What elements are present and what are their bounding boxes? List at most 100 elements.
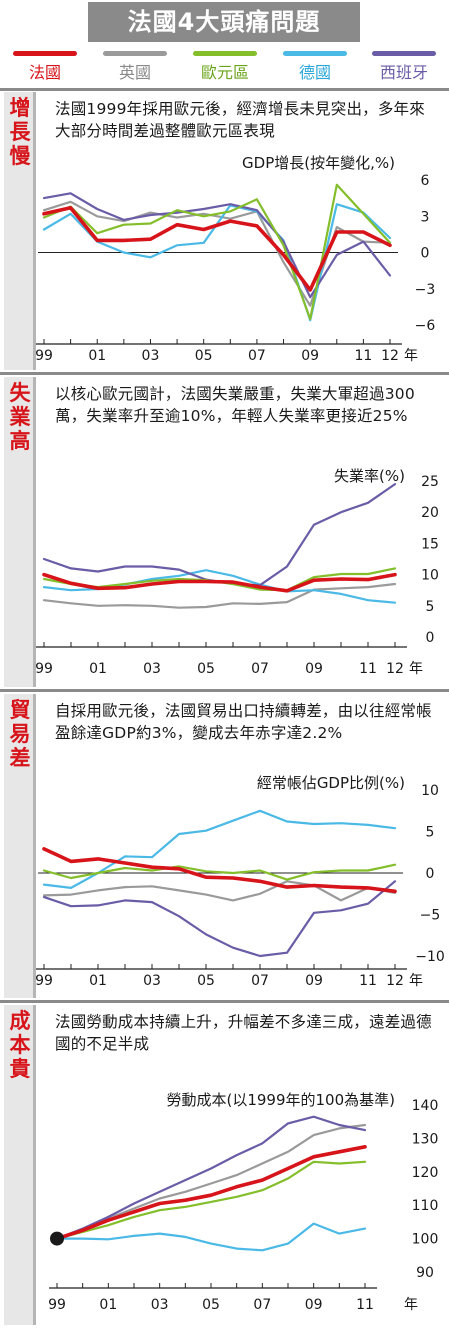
y-tick-label: 3 bbox=[421, 209, 430, 225]
series-line-eurozone bbox=[55, 1160, 367, 1240]
series-line-germany bbox=[42, 809, 397, 890]
legend-swatch-spain bbox=[372, 51, 436, 56]
legend-swatch-france bbox=[13, 51, 77, 56]
panel-trade: 貿易差 自採用歐元後，法國貿易出口持續轉差，由以往經常帳盈餘達GDP約3%，變成… bbox=[0, 694, 449, 998]
gdp-growth-chart: GDP增長(按年變化,%) 6 3 0 −3 −6 99 01 03 05 07 09 11 12 年 bbox=[35, 154, 436, 364]
panel-unemployment-text: 以核心歐元國計，法國失業嚴重，失業大軍超過300萬，失業率升至逾10%，年輕人失… bbox=[55, 385, 415, 425]
legend: 法國 英國 歐元區 德國 西班牙 bbox=[0, 46, 449, 88]
chart-title: 勞動成本(以1999年的100為基準) bbox=[166, 1091, 395, 1109]
x-tick-label: 11 bbox=[359, 661, 377, 677]
x-tick-label: 01 bbox=[88, 348, 106, 364]
y-tick-label: 120 bbox=[412, 1165, 439, 1181]
x-tick-label: 99 bbox=[48, 1297, 66, 1313]
y-tick-label: 110 bbox=[412, 1198, 439, 1214]
y-tick-label: 90 bbox=[416, 1265, 434, 1281]
x-tick-label: 07 bbox=[253, 1297, 271, 1313]
x-tick-label: 12 bbox=[381, 348, 399, 364]
x-tick-label: 09 bbox=[301, 348, 319, 364]
legend-label-eurozone: 歐元區 bbox=[200, 63, 249, 82]
base-point-marker bbox=[50, 1231, 64, 1246]
series-line-eurozone bbox=[42, 183, 392, 321]
y-tick-label: 25 bbox=[421, 474, 439, 490]
panel-trade-text: 自採用歐元後，法國貿易出口持續轉差，由以往經常帳盈餘達GDP約3%，變成去年赤字… bbox=[55, 702, 432, 742]
x-tick-label: 03 bbox=[143, 973, 161, 989]
x-unit-label: 年 bbox=[404, 1297, 418, 1313]
panel-growth-stripe bbox=[33, 92, 36, 370]
x-tick-label: 05 bbox=[202, 1297, 220, 1313]
x-unit-label: 年 bbox=[409, 973, 423, 989]
legend-label-france: 法國 bbox=[28, 63, 61, 82]
panel-trade-stripe bbox=[33, 694, 36, 998]
panel-unemployment-stripe bbox=[33, 377, 36, 687]
x-unit-label: 年 bbox=[409, 661, 423, 677]
y-tick-label: 0 bbox=[421, 246, 430, 262]
y-tick-label: −10 bbox=[415, 949, 445, 965]
series-line-spain bbox=[42, 483, 397, 587]
panel-divider-1 bbox=[0, 372, 449, 375]
series-line-france bbox=[42, 572, 397, 593]
series-line-france bbox=[55, 1145, 367, 1241]
y-tick-label: 15 bbox=[421, 536, 439, 552]
y-tick-label: 0 bbox=[426, 630, 435, 646]
series-line-spain bbox=[42, 880, 397, 958]
y-tick-label: 100 bbox=[412, 1232, 439, 1248]
x-tick-label: 01 bbox=[89, 661, 107, 677]
legend-label-uk: 英國 bbox=[118, 63, 151, 82]
x-tick-label: 12 bbox=[386, 661, 404, 677]
x-tick-label: 07 bbox=[248, 348, 266, 364]
panel-labour-cost-stripe bbox=[33, 1005, 36, 1325]
top-divider bbox=[0, 88, 449, 91]
x-tick-label: 09 bbox=[305, 1297, 323, 1313]
y-tick-label: −3 bbox=[415, 282, 436, 298]
series-line-france bbox=[42, 847, 397, 894]
legend-item-france: 法國 bbox=[0, 46, 90, 83]
panel-growth: 增長慢 法國1999年採用歐元後，經濟增長未見突出，多年來大部分時間差過整體歐元… bbox=[0, 92, 449, 370]
x-tick-label: 01 bbox=[89, 973, 107, 989]
y-tick-label: −5 bbox=[420, 908, 441, 924]
x-tick-label: 03 bbox=[143, 661, 161, 677]
panel-divider-3 bbox=[0, 1000, 449, 1003]
x-unit-label: 年 bbox=[404, 348, 418, 364]
panel-unemployment-sidebar: 失業高 bbox=[4, 377, 36, 687]
x-tick-label: 09 bbox=[305, 661, 323, 677]
series-line-germany bbox=[55, 1222, 367, 1252]
series-line-spain bbox=[42, 192, 392, 299]
y-tick-label: 10 bbox=[421, 783, 439, 799]
x-tick-label: 12 bbox=[386, 973, 404, 989]
chart-title: GDP增長(按年變化,%) bbox=[242, 154, 395, 172]
legend-item-germany: 德國 bbox=[270, 46, 360, 83]
y-tick-label: 10 bbox=[421, 568, 439, 584]
panel-unemployment: 失業高 以核心歐元國計，法國失業嚴重，失業大軍超過300萬，失業率升至逾10%，… bbox=[0, 377, 449, 687]
panel-trade-sidebar: 貿易差 bbox=[4, 694, 36, 998]
panel-labour-cost-text: 法國勞動成本持續上升，升幅差不多達三成，遠差過德國的不足半成 bbox=[55, 1013, 432, 1053]
x-tick-label: 09 bbox=[305, 973, 323, 989]
panel-labour-cost: 成本貴 法國勞動成本持續上升，升幅差不多達三成，遠差過德國的不足半成 bbox=[0, 1005, 449, 1325]
panel-divider-2 bbox=[0, 689, 449, 692]
panel-growth-label: 增長慢 bbox=[9, 96, 31, 168]
y-tick-label: 20 bbox=[421, 505, 439, 521]
x-tick-label: 03 bbox=[151, 1297, 169, 1313]
legend-swatch-germany bbox=[283, 51, 347, 56]
y-tick-label: 0 bbox=[426, 866, 435, 882]
x-tick-label: 99 bbox=[35, 661, 53, 677]
legend-label-spain: 西班牙 bbox=[379, 63, 428, 82]
legend-label-germany: 德國 bbox=[298, 63, 331, 82]
series-line-france bbox=[42, 205, 392, 292]
legend-item-uk: 英國 bbox=[90, 46, 180, 83]
y-tick-label: 6 bbox=[421, 173, 430, 189]
x-tick-label: 07 bbox=[251, 661, 269, 677]
panel-growth-text: 法國1999年採用歐元後，經濟增長未見突出，多年來大部分時間差過整體歐元區表現 bbox=[55, 100, 425, 140]
x-tick-label: 11 bbox=[359, 973, 377, 989]
legend-swatch-uk bbox=[103, 51, 167, 56]
legend-item-eurozone: 歐元區 bbox=[180, 46, 270, 83]
x-tick-label: 05 bbox=[197, 661, 215, 677]
y-tick-label: −6 bbox=[415, 318, 436, 334]
x-tick-label: 99 bbox=[35, 973, 53, 989]
chart-title: 經常帳佔GDP比例(%) bbox=[257, 774, 405, 792]
x-tick-label: 11 bbox=[354, 348, 372, 364]
page-title: 法國4大頭痛問題 bbox=[88, 2, 360, 42]
y-tick-label: 140 bbox=[412, 1098, 439, 1114]
series-line-spain bbox=[55, 1115, 367, 1240]
series-line-uk bbox=[42, 880, 397, 902]
series-line-eurozone bbox=[42, 863, 397, 881]
